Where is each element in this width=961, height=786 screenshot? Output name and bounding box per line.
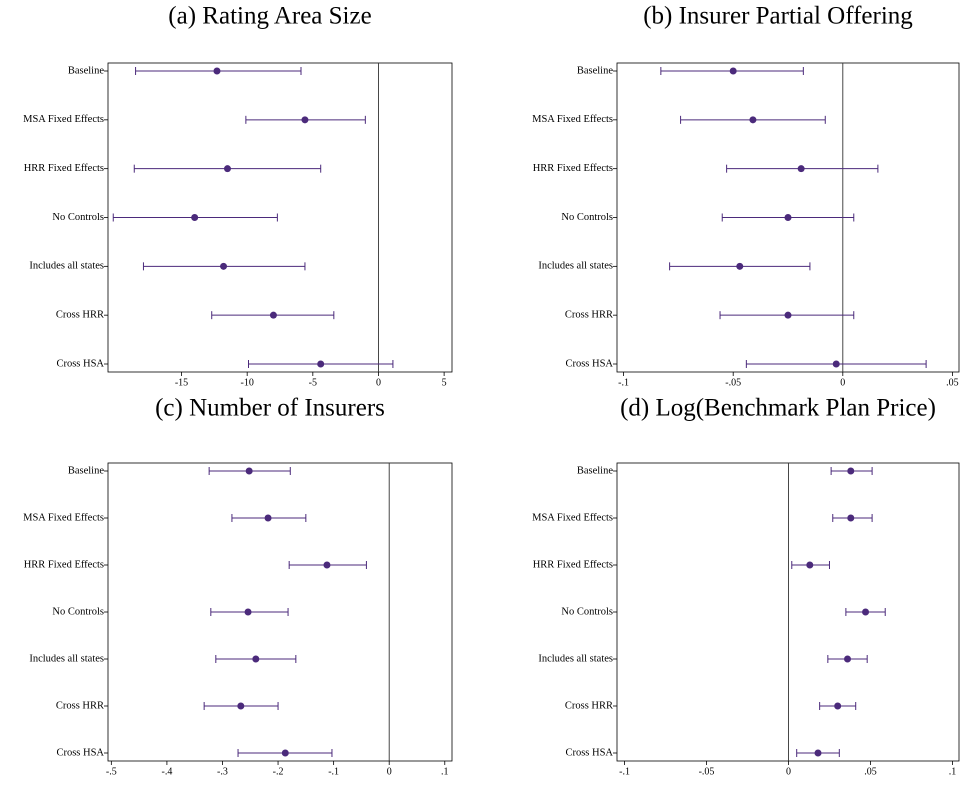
x-tick-label: -15: [175, 377, 188, 388]
category-label: Includes all states: [538, 653, 613, 664]
point-estimate: [281, 749, 289, 757]
point-estimate: [244, 608, 252, 616]
x-tick-label: .05: [946, 377, 959, 388]
panel-title: (d) Log(Benchmark Plan Price): [620, 395, 936, 422]
point-estimate: [862, 608, 870, 616]
point-estimate: [847, 467, 855, 475]
point-estimate: [237, 702, 245, 710]
point-estimate: [736, 262, 744, 270]
panel-title: (a) Rating Area Size: [168, 3, 371, 30]
plot-frame: [616, 462, 960, 762]
point-estimate: [264, 514, 272, 522]
category-label: Cross HRR: [56, 310, 104, 321]
x-tick-label: .05: [864, 766, 877, 777]
x-tick-label: -.1: [618, 377, 629, 388]
category-label: No Controls: [561, 606, 613, 617]
x-tick-label: 0: [376, 377, 381, 388]
x-tick-label: -.2: [273, 766, 284, 777]
x-tick-label: 0: [840, 377, 845, 388]
point-estimate: [784, 214, 792, 221]
category-label: Baseline: [68, 65, 104, 76]
category-label: MSA Fixed Effects: [532, 114, 613, 125]
category-label: MSA Fixed Effects: [23, 114, 104, 125]
x-tick-label: -.1: [328, 766, 339, 777]
x-tick-label: .1: [441, 766, 449, 777]
category-label: Cross HRR: [565, 700, 613, 711]
point-estimate: [814, 749, 822, 757]
point-estimate: [844, 655, 852, 663]
x-tick-label: -5: [309, 377, 317, 388]
point-estimate: [323, 561, 331, 569]
point-estimate: [223, 165, 231, 173]
x-tick-label: -.1: [619, 766, 630, 777]
category-label: MSA Fixed Effects: [23, 512, 104, 523]
category-label: Includes all states: [29, 261, 104, 272]
x-tick-label: -.4: [161, 766, 172, 777]
x-tick-label: -.05: [699, 766, 715, 777]
point-estimate: [252, 655, 260, 663]
category-label: Cross HRR: [565, 310, 613, 321]
category-label: Baseline: [577, 65, 613, 76]
point-estimate: [729, 67, 737, 75]
category-label: Baseline: [68, 465, 104, 476]
category-label: Baseline: [577, 465, 613, 476]
point-estimate: [220, 262, 228, 270]
point-estimate: [269, 311, 277, 319]
x-tick-label: -10: [241, 377, 254, 388]
category-label: Includes all states: [538, 261, 613, 272]
x-tick-label: .1: [949, 766, 957, 777]
point-estimate: [301, 116, 309, 124]
category-label: No Controls: [52, 606, 104, 617]
point-estimate: [806, 561, 814, 569]
panel-title: (c) Number of Insurers: [155, 395, 385, 422]
category-label: Includes all states: [29, 653, 104, 664]
point-estimate: [317, 360, 325, 368]
category-label: HRR Fixed Effects: [533, 559, 613, 570]
point-estimate: [832, 360, 840, 368]
category-label: Cross HSA: [565, 747, 613, 758]
point-estimate: [834, 702, 842, 710]
point-estimate: [749, 116, 757, 124]
point-estimate: [191, 214, 199, 221]
point-estimate: [784, 311, 792, 319]
category-label: HRR Fixed Effects: [24, 163, 104, 174]
category-label: No Controls: [52, 212, 104, 223]
point-estimate: [847, 514, 855, 522]
x-tick-label: -.05: [725, 377, 741, 388]
category-label: Cross HSA: [565, 358, 613, 369]
panel-title: (b) Insurer Partial Offering: [643, 3, 913, 30]
category-label: HRR Fixed Effects: [24, 559, 104, 570]
point-estimate: [213, 67, 221, 75]
x-tick-label: -.5: [106, 766, 117, 777]
category-label: MSA Fixed Effects: [532, 512, 613, 523]
point-estimate: [245, 467, 253, 475]
x-tick-label: 5: [442, 377, 447, 388]
category-label: Cross HSA: [56, 747, 104, 758]
x-tick-label: -.3: [217, 766, 228, 777]
category-label: Cross HRR: [56, 700, 104, 711]
category-label: HRR Fixed Effects: [533, 163, 613, 174]
x-tick-label: 0: [786, 766, 791, 777]
point-estimate: [797, 165, 805, 173]
x-tick-label: 0: [387, 766, 392, 777]
category-label: Cross HSA: [56, 358, 104, 369]
category-label: No Controls: [561, 212, 613, 223]
